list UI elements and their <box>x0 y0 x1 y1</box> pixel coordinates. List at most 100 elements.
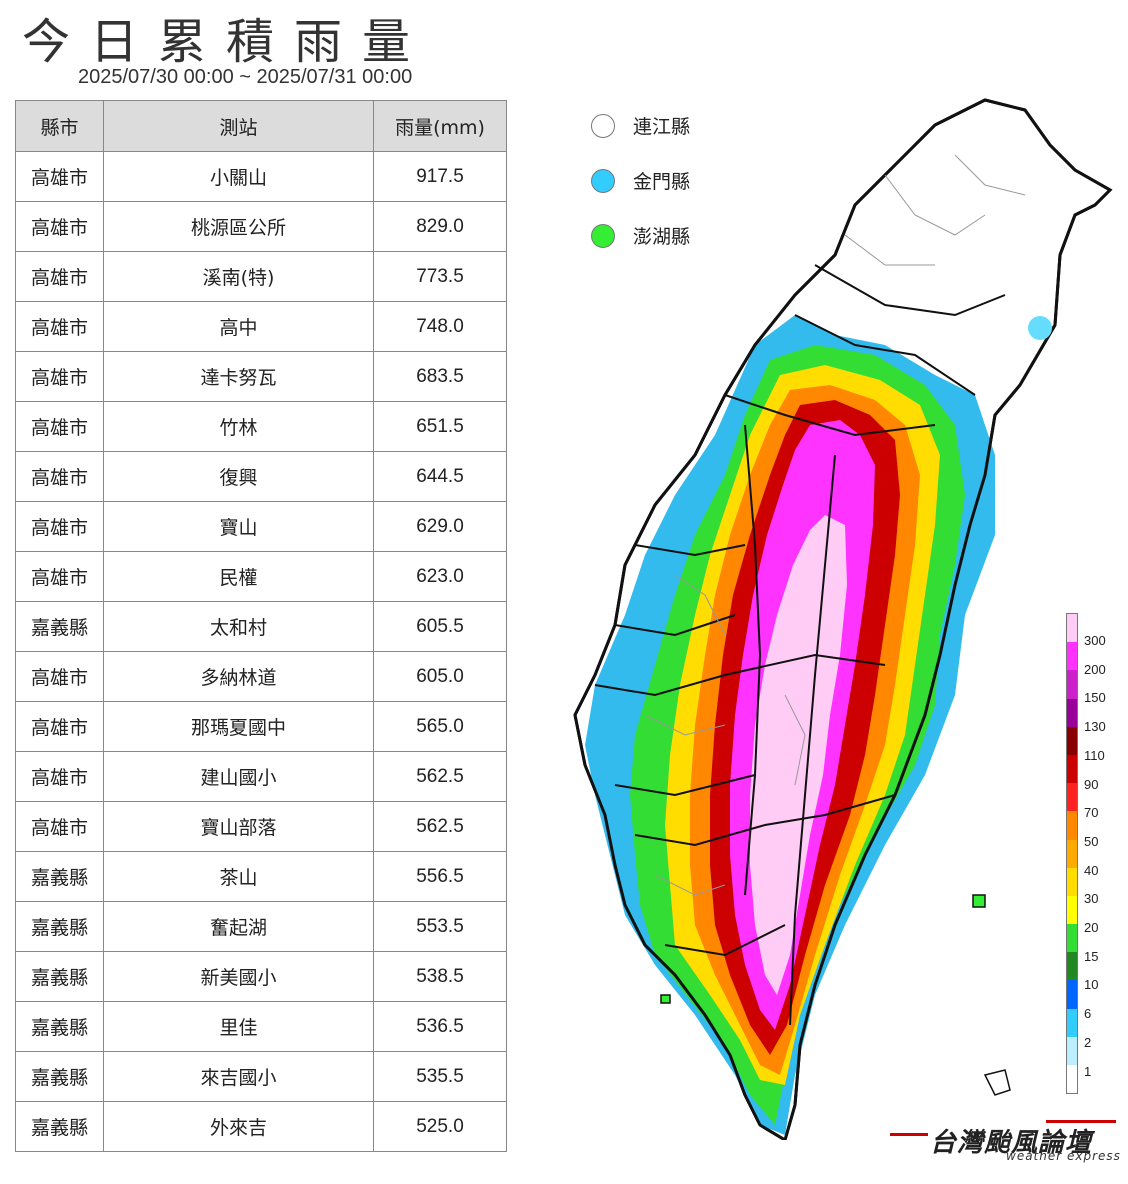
cell-rainfall: 535.5 <box>373 1051 507 1102</box>
color-scale-segment <box>1067 924 1077 953</box>
table-row: 高雄市 復興 644.5 <box>15 451 507 502</box>
cell-rainfall: 605.5 <box>373 601 507 652</box>
circle-icon <box>591 113 615 138</box>
color-scale-segment <box>1067 1036 1077 1065</box>
cell-rainfall: 538.5 <box>373 951 507 1002</box>
color-scale-segment <box>1067 1008 1077 1037</box>
color-scale-segment <box>1067 726 1077 755</box>
cell-county: 高雄市 <box>15 501 104 552</box>
cell-county: 高雄市 <box>15 301 104 352</box>
color-scale-tick: 50 <box>1084 833 1099 849</box>
cell-county: 高雄市 <box>15 801 104 852</box>
header-station: 測站 <box>103 100 374 152</box>
legend-lienchiang: 連江縣 <box>591 112 690 139</box>
color-scale-tick: 70 <box>1084 805 1099 821</box>
table-row: 高雄市 桃源區公所 829.0 <box>15 201 507 252</box>
county-borders <box>594 264 1006 1026</box>
cell-station: 來吉國小 <box>103 1051 374 1102</box>
table-row: 嘉義縣 太和村 605.5 <box>15 601 507 652</box>
color-scale-segment <box>1067 754 1077 784</box>
cell-station: 達卡努瓦 <box>103 351 374 402</box>
table-row: 高雄市 寶山部落 562.5 <box>15 801 507 852</box>
green-island <box>972 894 986 908</box>
brand-logo-subtitle: weather express <box>1006 1149 1121 1163</box>
circle-icon <box>591 223 615 248</box>
color-scale-tick: 15 <box>1084 948 1099 964</box>
cell-county: 高雄市 <box>15 701 104 752</box>
cell-county: 嘉義縣 <box>15 851 104 902</box>
table-row: 嘉義縣 新美國小 538.5 <box>15 951 507 1002</box>
cell-county: 高雄市 <box>15 751 104 802</box>
color-scale-tick: 300 <box>1084 633 1106 648</box>
table-row: 嘉義縣 里佳 536.5 <box>15 1001 507 1052</box>
cell-station: 建山國小 <box>103 751 374 802</box>
cell-county: 高雄市 <box>15 351 104 402</box>
cell-county: 嘉義縣 <box>15 901 104 952</box>
table-row: 嘉義縣 奮起湖 553.5 <box>15 901 507 952</box>
cell-station: 寶山 <box>103 501 374 552</box>
color-scale-tick: 10 <box>1084 977 1099 993</box>
table-row: 高雄市 那瑪夏國中 565.0 <box>15 701 507 752</box>
color-scale-tick: 1 <box>1084 1063 1092 1079</box>
cell-rainfall: 536.5 <box>373 1001 507 1052</box>
cell-station: 高中 <box>103 301 374 352</box>
table-row: 嘉義縣 來吉國小 535.5 <box>15 1051 507 1102</box>
table-header-row: 縣市 測站 雨量(mm) <box>15 100 507 152</box>
cell-rainfall: 917.5 <box>373 151 507 202</box>
cell-rainfall: 562.5 <box>373 751 507 802</box>
cell-station: 竹林 <box>103 401 374 452</box>
cell-rainfall: 525.0 <box>373 1101 507 1152</box>
header-rainfall: 雨量(mm) <box>373 100 507 152</box>
color-scale-segment <box>1067 698 1077 727</box>
cell-station: 桃源區公所 <box>103 201 374 252</box>
color-scale-tick: 20 <box>1084 920 1099 935</box>
table-row: 高雄市 建山國小 562.5 <box>15 751 507 802</box>
legend-penghu: 澎湖縣 <box>591 222 690 249</box>
cell-station: 溪南(特) <box>103 251 374 302</box>
table-row: 高雄市 寶山 629.0 <box>15 501 507 552</box>
color-scale-segment <box>1067 867 1077 896</box>
cell-county: 嘉義縣 <box>15 1051 104 1102</box>
cell-county: 嘉義縣 <box>15 601 104 652</box>
color-scale-tick: 90 <box>1084 776 1099 792</box>
xiaoliuqiu-island <box>660 994 671 1004</box>
color-scale-segment <box>1067 839 1077 868</box>
cell-rainfall: 829.0 <box>373 201 507 252</box>
cell-rainfall: 605.0 <box>373 651 507 702</box>
table-row: 嘉義縣 茶山 556.5 <box>15 851 507 902</box>
cell-station: 多納林道 <box>103 651 374 702</box>
date-range: 2025/07/30 00:00 ~ 2025/07/31 00:00 <box>78 66 413 88</box>
color-scale-segment <box>1067 783 1077 812</box>
color-scale-tick: 40 <box>1084 862 1099 878</box>
cell-station: 奮起湖 <box>103 901 374 952</box>
color-scale-segment <box>1067 1065 1077 1094</box>
cell-station: 小關山 <box>103 151 374 202</box>
brand-accent-line <box>1046 1120 1116 1123</box>
cell-county: 高雄市 <box>15 451 104 502</box>
cell-rainfall: 629.0 <box>373 501 507 552</box>
color-scale-bar <box>1066 613 1078 1095</box>
legend-label: 金門縣 <box>633 171 691 193</box>
cell-county: 嘉義縣 <box>15 1101 104 1152</box>
color-scale-tick: 6 <box>1084 1006 1092 1022</box>
brand-logo-text: 台灣颱風論壇 <box>930 1128 1093 1158</box>
cell-county: 高雄市 <box>15 401 104 452</box>
color-scale-segment <box>1067 952 1077 981</box>
cell-rainfall: 644.5 <box>373 451 507 502</box>
cell-county: 嘉義縣 <box>15 951 104 1002</box>
color-scale-tick: 150 <box>1084 690 1106 706</box>
color-scale-segment <box>1067 895 1077 925</box>
table-row: 嘉義縣 外來吉 525.0 <box>15 1101 507 1152</box>
table-row: 高雄市 竹林 651.5 <box>15 401 507 452</box>
orchid-island <box>983 1069 1011 1096</box>
table-row: 高雄市 多納林道 605.0 <box>15 651 507 702</box>
table-row: 高雄市 小關山 917.5 <box>15 151 507 202</box>
color-scale-segment <box>1067 670 1077 699</box>
cell-county: 高雄市 <box>15 251 104 302</box>
cell-station: 那瑪夏國中 <box>103 701 374 752</box>
cell-rainfall: 553.5 <box>373 901 507 952</box>
color-scale-tick: 2 <box>1084 1034 1092 1050</box>
table-row: 高雄市 溪南(特) 773.5 <box>15 251 507 302</box>
legend-label: 澎湖縣 <box>633 226 691 248</box>
rainfall-map <box>573 98 1113 1140</box>
